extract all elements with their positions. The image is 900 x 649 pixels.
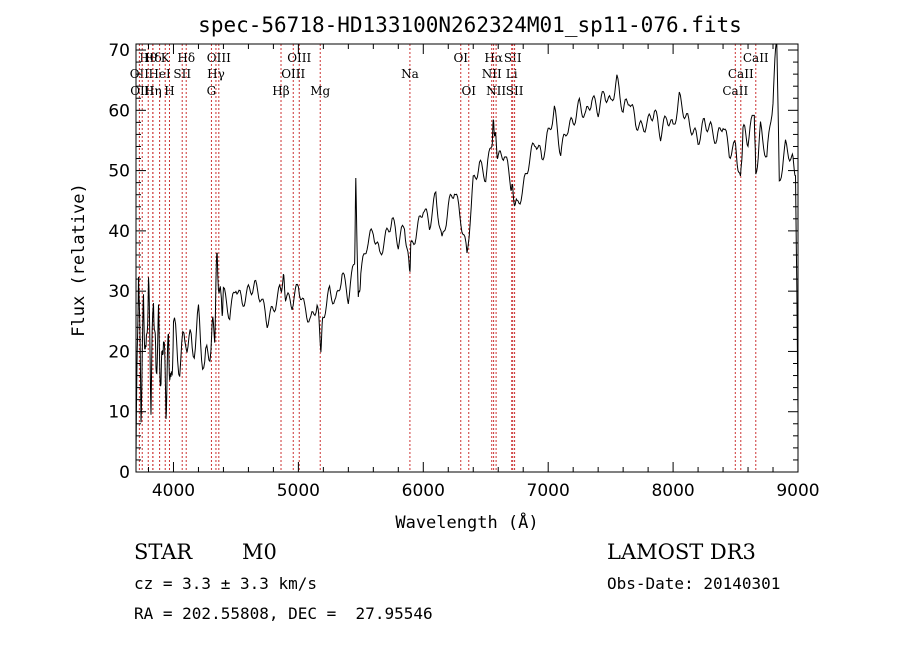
emission-line-label: OIII: [287, 51, 311, 65]
emission-line-label: CaII: [722, 84, 748, 98]
x-tick-label: 6000: [402, 481, 445, 501]
emission-line-label: Li: [506, 67, 518, 81]
series-line-flux: [135, 43, 799, 460]
emission-line-label: H: [164, 84, 174, 98]
plot-frame: [135, 43, 799, 473]
y-axis: 0 10 20 30 40 50 60 70: [108, 41, 798, 483]
y-tick-label: 30: [108, 282, 130, 302]
emission-line-label: SII: [506, 84, 524, 98]
emission-line-label: CaII: [728, 67, 754, 81]
spectrum-series: [135, 43, 799, 460]
emission-line-label: OI: [453, 51, 468, 65]
x-tick-label: 9000: [776, 481, 819, 501]
x-tick-label: 5000: [277, 481, 320, 501]
x-tick-label: 8000: [651, 481, 694, 501]
chart-title: spec-56718-HD133100N262324M01_sp11-076.f…: [198, 13, 742, 37]
emission-line-label: Hα: [484, 51, 503, 65]
y-tick-label: 60: [108, 101, 130, 121]
y-tick-label: 20: [108, 342, 130, 362]
emission-line-label: SII: [173, 67, 191, 81]
coordinates: RA = 202.55808, DEC = 27.95546: [134, 604, 433, 623]
x-tick-label: 7000: [527, 481, 570, 501]
y-tick-label: 0: [119, 463, 130, 483]
emission-line-label: OIII: [281, 67, 305, 81]
emission-line-label: NII: [486, 84, 506, 98]
emission-line-label: CaII: [743, 51, 769, 65]
x-axis: 4000 5000 6000 7000 8000 9000: [147, 44, 820, 501]
y-tick-label: 10: [108, 403, 130, 423]
x-axis-label: Wavelength (Å): [395, 511, 538, 533]
emission-line-label: Hδ: [177, 51, 195, 65]
emission-line-label: OIII: [207, 51, 231, 65]
y-axis-label: Flux (relative): [69, 183, 89, 337]
emission-line-label: Hη: [144, 84, 162, 98]
emission-line-label: OI: [461, 84, 476, 98]
emission-line-label: Na: [401, 67, 419, 81]
emission-line-label: Mg: [310, 84, 330, 98]
object-class: STAR: [134, 540, 193, 564]
observation-date: Obs-Date: 20140301: [607, 574, 781, 593]
emission-line-label: Hγ: [207, 67, 225, 81]
emission-line-label: HeI: [148, 67, 171, 81]
emission-line-label: G: [207, 84, 217, 98]
y-tick-label: 50: [108, 162, 130, 182]
survey-name: LAMOST DR3: [607, 540, 756, 564]
y-tick-label: 70: [108, 41, 130, 61]
emission-line-label: NII: [482, 67, 502, 81]
emission-line-label: K: [161, 51, 171, 65]
object-subclass: M0: [242, 540, 277, 564]
redshift-value: cz = 3.3 ± 3.3 km/s: [134, 574, 318, 593]
emission-line-label: Hβ: [272, 84, 289, 98]
emission-line-label: SII: [504, 51, 522, 65]
x-tick-label: 4000: [152, 481, 195, 501]
y-tick-label: 40: [108, 222, 130, 242]
